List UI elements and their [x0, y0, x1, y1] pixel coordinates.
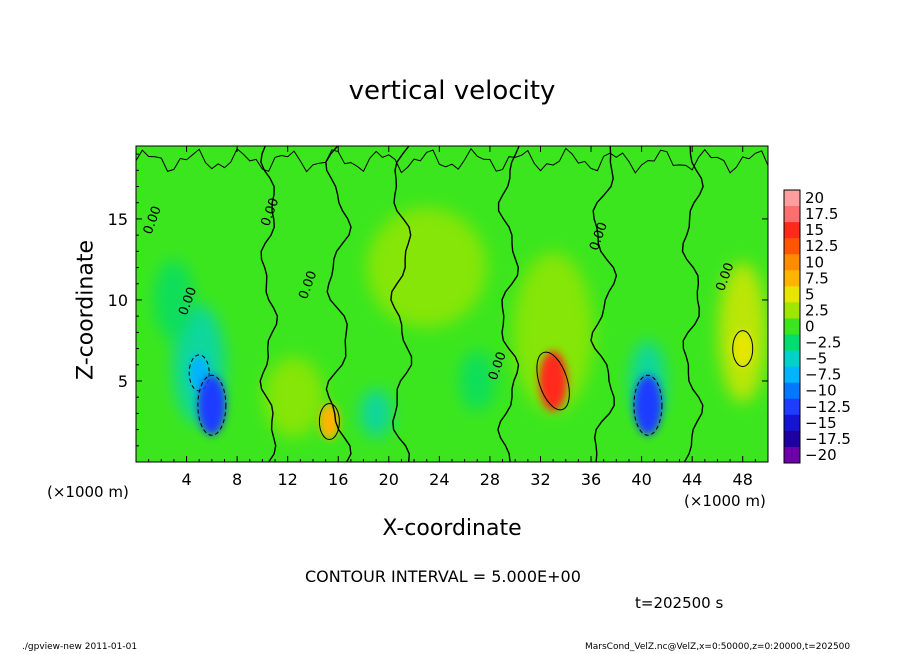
contour-line-feature-2	[318, 402, 340, 440]
colorbar-segment-11	[784, 366, 800, 384]
colorbar-label-5: 7.5	[805, 269, 829, 287]
contour-line-feature-4	[633, 374, 663, 436]
x-tick-label-7: 32	[530, 470, 550, 489]
colorbar-label-12: −10	[805, 382, 837, 400]
chart-title: vertical velocity	[348, 76, 556, 106]
colorbar-segment-0	[784, 190, 800, 207]
colorbar-label-13: −12.5	[805, 398, 851, 416]
colorbar-label-2: 15	[805, 221, 824, 239]
x-tick-label-5: 24	[429, 470, 449, 489]
colorbar-segment-14	[784, 414, 800, 432]
colorbar-segment-2	[784, 222, 800, 239]
field-shading-3	[366, 207, 487, 328]
field-feature-3	[539, 350, 568, 411]
zero-contour-1	[325, 146, 352, 462]
zero-contour-5	[681, 146, 704, 462]
zero-contour-2	[390, 146, 413, 462]
colorbar-label-4: 10	[805, 253, 824, 271]
colorbar-label-8: 0	[805, 318, 815, 336]
contour-line-feature-5	[732, 330, 754, 368]
colorbar-segment-1	[784, 206, 800, 223]
colorbar-segment-8	[784, 318, 800, 336]
field-shading-8	[459, 350, 496, 411]
colorbar-label-7: 2.5	[805, 301, 829, 319]
x-tick-label-6: 28	[480, 470, 500, 489]
colorbar-segment-13	[784, 398, 800, 416]
x-axis-label: X-coordinate	[382, 516, 522, 541]
x-tick-label-9: 40	[631, 470, 651, 489]
field-shading-4	[513, 252, 594, 413]
colorbar-segment-16	[784, 446, 800, 464]
x-tick-label-2: 12	[278, 470, 298, 489]
field-shading-2	[264, 357, 324, 438]
x-tick-label-4: 20	[379, 470, 399, 489]
top-contour	[136, 147, 768, 174]
footer-right: MarsCond_VelZ.nc@VelZ,x=0:50000,z=0:2000…	[585, 642, 851, 652]
zero-contour-3	[497, 146, 520, 462]
colorbar-label-9: −2.5	[805, 334, 841, 352]
colorbar-segment-3	[784, 238, 800, 255]
field-feature-1	[197, 375, 226, 436]
colorbar-segment-7	[784, 302, 800, 319]
x-tick-label-3: 16	[328, 470, 348, 489]
colorbar-segment-12	[784, 382, 800, 400]
x-unit-label-left: (×1000 m)	[47, 483, 129, 501]
colorbar-label-11: −7.5	[805, 366, 841, 384]
x-tick-label-10: 44	[682, 470, 702, 489]
colorbar-label-15: −17.5	[805, 430, 851, 448]
colorbar-label-3: 12.5	[805, 237, 838, 255]
x-unit-label-right: (×1000 m)	[684, 492, 766, 510]
footer-left: ./gpview-new 2011-01-01	[22, 642, 138, 652]
field-feature-5	[732, 330, 753, 367]
field-feature-4	[633, 375, 662, 436]
colorbar: 2017.51512.5107.552.50−2.5−5−7.5−10−12.5…	[783, 189, 851, 464]
colorbar-label-16: −20	[805, 446, 837, 464]
colorbar-label-0: 20	[805, 189, 824, 207]
colorbar-segment-9	[784, 334, 800, 352]
x-tick-label-8: 36	[581, 470, 601, 489]
x-tick-label-1: 8	[232, 470, 242, 489]
colorbar-segment-6	[784, 286, 800, 303]
y-tick-label-0: 5	[118, 372, 128, 391]
colorbar-frame	[783, 189, 801, 464]
zero-contour-4	[590, 146, 618, 462]
colorbar-segment-5	[784, 270, 800, 287]
colorbar-label-14: −15	[805, 414, 837, 432]
colorbar-segment-15	[784, 430, 800, 448]
contour-interval-text: CONTOUR INTERVAL = 5.000E+00	[305, 567, 581, 586]
plot-area: 0.00 0.000.000.000.000.000.00	[136, 146, 768, 462]
contour-line-feature-3	[536, 351, 570, 411]
x-tick-label-0: 4	[181, 470, 191, 489]
x-tick-label-11: 48	[733, 470, 753, 489]
colorbar-segment-4	[784, 254, 800, 271]
colorbar-label-10: −5	[805, 350, 827, 368]
colorbar-label-6: 5	[805, 285, 815, 303]
y-tick-label-2: 15	[108, 210, 128, 229]
time-label: t=202500 s	[635, 594, 724, 612]
contour-line-feature-1	[197, 374, 227, 436]
y-tick-label-1: 10	[108, 291, 128, 310]
colorbar-label-1: 17.5	[805, 205, 838, 223]
colorbar-segment-10	[784, 350, 800, 368]
field-shading-1	[153, 259, 194, 340]
field-shading-7	[360, 389, 393, 438]
zero-contour-0	[259, 146, 279, 462]
